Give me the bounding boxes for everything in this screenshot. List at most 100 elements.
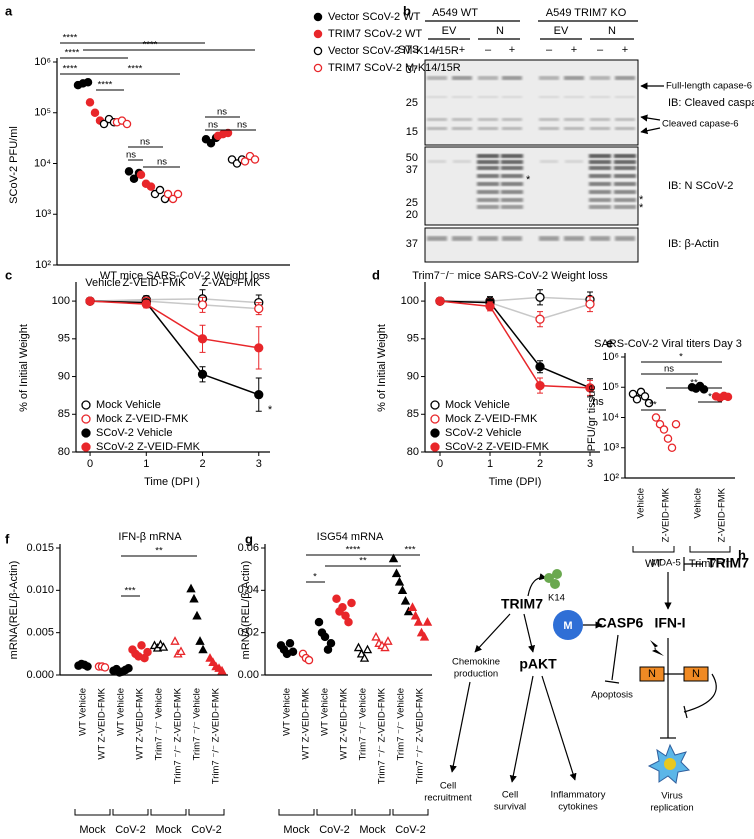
legend-label: Mock Z-VEID-FMK (96, 413, 189, 425)
significance: **** (65, 48, 80, 59)
x-tick-label: WT Z-VEID-FMK (339, 687, 350, 759)
band (502, 118, 522, 121)
mw: 37 (406, 64, 418, 76)
band (477, 198, 499, 202)
band (589, 190, 611, 194)
antibody: IB: Cleaved caspase-6 (668, 97, 754, 109)
band (478, 96, 498, 98)
condition: EV (442, 25, 457, 37)
y-tick-label: 10³ (35, 208, 51, 220)
point (403, 606, 414, 616)
panel-label: a (5, 3, 13, 18)
significance: * (708, 392, 712, 403)
x-tick-label: WT Vehicle (116, 688, 127, 736)
legend-marker (81, 428, 91, 438)
y-tick-label: 0.04 (238, 584, 259, 596)
point (353, 642, 364, 652)
group-bracket (188, 809, 225, 816)
band (427, 127, 447, 130)
virus-core (664, 758, 676, 770)
y-tick-label: 0.000 (26, 669, 54, 681)
band (478, 76, 498, 80)
band (540, 160, 558, 163)
significance: ns (140, 137, 150, 148)
series-line (90, 300, 259, 349)
band (615, 96, 635, 98)
antibody: IB: β-Actin (668, 238, 719, 250)
band (590, 118, 610, 121)
legend-marker (313, 12, 323, 22)
point (671, 419, 681, 429)
point (359, 653, 370, 662)
band (614, 166, 636, 170)
node: CASP6 (597, 615, 644, 631)
band (589, 198, 611, 202)
band (589, 182, 611, 186)
x-tick-label: 1 (143, 458, 149, 470)
panel-labels: a b c d e f g h (5, 3, 746, 562)
point (644, 398, 654, 408)
point (124, 663, 133, 673)
inhibition (611, 634, 619, 681)
y-tick-label: 10⁵ (34, 107, 51, 119)
legend-marker (313, 63, 323, 73)
legend-marker (430, 442, 440, 452)
band (452, 96, 472, 98)
band (478, 127, 498, 130)
point (90, 108, 100, 118)
band (477, 174, 499, 178)
band (477, 190, 499, 194)
point (347, 598, 356, 608)
y-tick-label: 80 (407, 446, 419, 458)
significance: ** (649, 400, 657, 411)
band (589, 174, 611, 178)
band-label: Cleaved capase-6 (662, 119, 739, 130)
point (137, 641, 146, 650)
band (427, 96, 447, 98)
significance: *** (124, 586, 135, 597)
series-line (90, 300, 259, 310)
inhibition (683, 705, 688, 719)
point (192, 610, 202, 620)
x-tick-label: WT Z-VEID-FMK (135, 687, 146, 759)
y-tick-label: 10⁴ (34, 157, 51, 169)
x-axis-label: Time (DPI ) (144, 476, 200, 488)
arrow (640, 127, 661, 135)
chart-title: Trim7⁻/⁻ mice SARS-CoV-2 Weight loss (412, 270, 608, 282)
band (539, 76, 559, 80)
point (585, 299, 595, 309)
node: Cell (502, 790, 518, 801)
y-axis-label: SCoV-2 PFU/ml (8, 126, 20, 204)
band (427, 118, 447, 121)
mw: 20 (406, 209, 418, 221)
label: N (692, 668, 700, 680)
panel-label: b (403, 3, 411, 18)
band (589, 166, 611, 170)
pathway-diagram: K14 M TRIM7 CASP6 N N MDA-5 TRIM7 IFN-I … (424, 555, 749, 814)
mw: 37 (406, 164, 418, 176)
point (208, 657, 218, 667)
point (158, 642, 169, 651)
x-tick-label: Vehicle (636, 488, 647, 519)
point (143, 647, 152, 657)
point (356, 648, 367, 658)
band (501, 160, 523, 164)
node: recruitment (424, 793, 472, 804)
band (539, 236, 559, 241)
group-label: CoV-2 (395, 824, 426, 836)
star: * (639, 194, 644, 206)
point (223, 128, 233, 138)
western-blot: A549 WT A549 TRIM7 KO EV N EV N STS 37 2… (398, 7, 754, 263)
point (197, 300, 208, 310)
sign: – (434, 44, 441, 56)
legend-marker (313, 46, 323, 56)
point (254, 303, 264, 314)
point (129, 174, 139, 184)
point (371, 631, 381, 641)
group-bracket (689, 546, 731, 553)
antibody: IB: N SCoV-2 (668, 180, 733, 192)
band (539, 118, 559, 121)
significance: ns (208, 120, 218, 131)
band (501, 198, 523, 202)
band (477, 160, 499, 164)
